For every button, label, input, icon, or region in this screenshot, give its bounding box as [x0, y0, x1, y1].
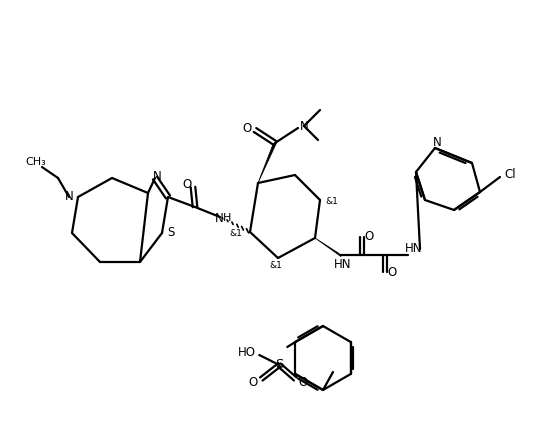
Text: Cl: Cl	[504, 168, 516, 182]
Text: N: N	[153, 171, 161, 183]
Text: N: N	[215, 212, 223, 225]
Text: HN: HN	[405, 243, 423, 255]
Text: &1: &1	[326, 198, 339, 206]
Polygon shape	[258, 142, 277, 183]
Text: CH₃: CH₃	[25, 157, 47, 167]
Text: HN: HN	[334, 258, 352, 271]
Text: &1: &1	[269, 262, 282, 271]
Text: S: S	[275, 358, 283, 371]
Text: O: O	[182, 179, 192, 191]
Polygon shape	[315, 238, 341, 257]
Text: H: H	[223, 213, 231, 223]
Text: N: N	[64, 191, 74, 203]
Text: HO: HO	[238, 347, 256, 359]
Text: O: O	[249, 376, 258, 389]
Text: O: O	[242, 122, 252, 136]
Text: O: O	[299, 376, 308, 389]
Text: N: N	[433, 137, 441, 149]
Text: O: O	[387, 267, 397, 279]
Text: N: N	[300, 119, 308, 133]
Text: S: S	[167, 226, 175, 240]
Text: O: O	[365, 229, 374, 243]
Text: &1: &1	[229, 229, 242, 239]
